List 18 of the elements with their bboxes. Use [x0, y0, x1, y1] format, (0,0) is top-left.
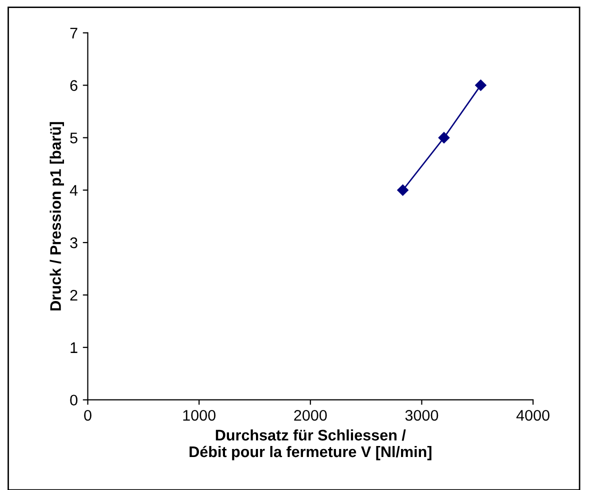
y-tick-label: 5: [70, 132, 78, 144]
y-tick-label: 6: [70, 80, 78, 91]
y-tick-label: 1: [70, 342, 78, 353]
x-tick-label: 4000: [516, 410, 550, 421]
x-tick-label: 1000: [183, 410, 216, 421]
x-tick-label: 3000: [405, 410, 438, 421]
y-tick-label: 4: [70, 185, 78, 196]
y-tick-label: 7: [70, 28, 78, 38]
y-axis-title: Druck / Pression p1 [barü]: [50, 122, 64, 310]
y-tick-label: 3: [70, 237, 78, 248]
x-tick-label: 2000: [294, 410, 327, 421]
x-tick-label: 0: [84, 410, 92, 421]
x-axis-title: Durchsatz für Schliessen / Débit pour la fermeture V [Nl/min]: [190, 429, 432, 460]
point: [475, 80, 486, 91]
point: [397, 184, 408, 196]
y-tick-label: 2: [70, 290, 78, 301]
point: [438, 132, 450, 144]
y-tick-label: 0: [70, 394, 78, 406]
